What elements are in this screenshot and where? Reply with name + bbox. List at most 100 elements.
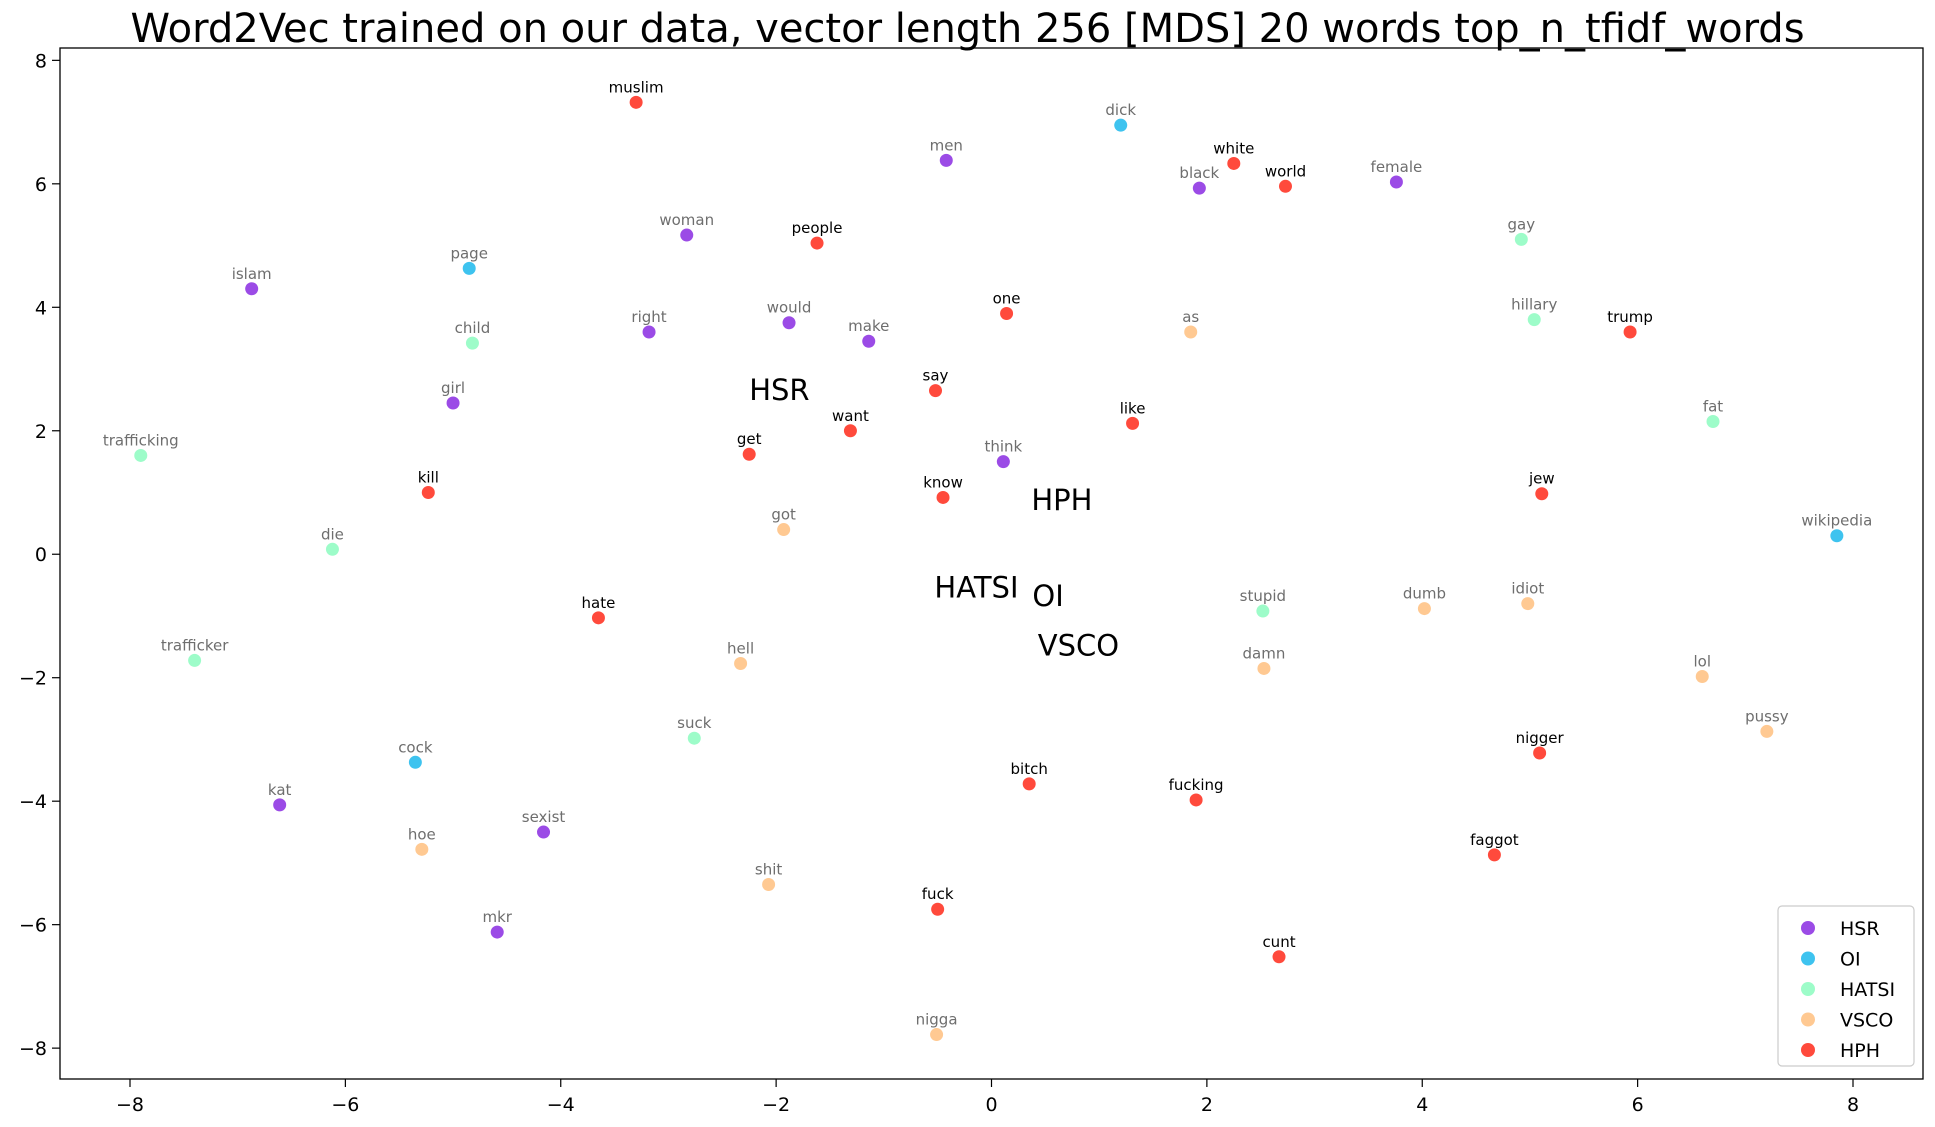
data-point — [1760, 724, 1774, 738]
data-point — [537, 825, 551, 839]
point-label: girl — [441, 379, 465, 397]
point-label: hillary — [1511, 296, 1557, 314]
data-point — [1189, 793, 1203, 807]
point-label: muslim — [609, 78, 664, 96]
point-label: female — [1371, 158, 1423, 176]
data-point — [936, 490, 950, 504]
data-point — [134, 448, 148, 462]
data-point — [629, 95, 643, 109]
point-label: hell — [727, 640, 754, 658]
y-tick-label: 6 — [35, 174, 47, 196]
point-label: sexist — [522, 808, 566, 826]
data-point — [1184, 325, 1198, 339]
data-point — [245, 282, 259, 296]
point-label: idiot — [1511, 580, 1544, 598]
x-tick-label: 8 — [1847, 1094, 1859, 1116]
data-point — [1706, 415, 1720, 429]
data-point — [929, 384, 943, 398]
point-label: men — [930, 136, 963, 154]
point-label: bitch — [1011, 760, 1048, 778]
point-label: suck — [677, 714, 712, 732]
y-tick-label: −2 — [19, 668, 47, 690]
point-label: fuck — [922, 885, 954, 903]
point-label: black — [1179, 164, 1219, 182]
data-point — [415, 842, 429, 856]
data-point — [939, 153, 953, 167]
point-label: would — [767, 299, 812, 317]
point-label: hate — [582, 594, 616, 612]
y-tick-label: 0 — [35, 544, 47, 566]
point-label: one — [993, 289, 1021, 307]
group-annotation: HATSI — [934, 570, 1018, 604]
point-label: make — [848, 317, 889, 335]
point-label: white — [1213, 139, 1254, 157]
legend-marker — [1801, 951, 1815, 966]
data-point — [1830, 529, 1844, 543]
point-label: like — [1120, 399, 1146, 417]
y-tick-label: −8 — [19, 1038, 47, 1060]
point-label: lol — [1693, 652, 1711, 670]
data-point — [421, 486, 435, 500]
legend-label: OI — [1840, 949, 1861, 971]
data-point — [1417, 602, 1431, 616]
data-point — [762, 878, 776, 892]
data-point — [490, 925, 504, 939]
data-point — [188, 653, 202, 667]
x-tick-label: 4 — [1416, 1094, 1428, 1116]
point-label: world — [1265, 162, 1306, 180]
point-label: woman — [659, 211, 714, 229]
point-label: kill — [418, 469, 439, 487]
data-point — [1695, 669, 1709, 683]
point-label: as — [1182, 308, 1199, 326]
data-point — [1192, 181, 1206, 195]
data-point — [408, 755, 422, 769]
data-point — [810, 236, 824, 250]
point-label: fat — [1703, 398, 1723, 416]
point-label: kat — [268, 781, 292, 799]
data-point — [1533, 746, 1547, 760]
data-point — [1257, 661, 1271, 675]
y-tick-label: −4 — [19, 791, 47, 813]
data-point — [1114, 118, 1128, 132]
point-label: nigger — [1516, 729, 1565, 747]
point-label: know — [923, 473, 963, 491]
group-annotation: VSCO — [1038, 628, 1119, 662]
point-label: child — [455, 319, 491, 337]
legend-marker — [1801, 1012, 1815, 1027]
point-label: damn — [1243, 644, 1286, 662]
point-label: pussy — [1745, 707, 1789, 725]
point-label: trafficking — [103, 431, 179, 449]
data-point — [734, 657, 748, 671]
data-point — [931, 902, 945, 916]
point-label: trump — [1607, 308, 1653, 326]
point-label: die — [321, 525, 344, 543]
point-label: stupid — [1240, 587, 1286, 605]
point-label: cock — [398, 738, 433, 756]
point-label: jew — [1528, 470, 1555, 488]
data-point — [680, 228, 694, 242]
data-point — [1227, 156, 1241, 170]
data-point — [1535, 487, 1549, 501]
group-annotation: HPH — [1031, 483, 1092, 517]
data-point — [1487, 848, 1501, 862]
data-point — [687, 731, 701, 745]
point-label: page — [450, 244, 487, 262]
point-label: faggot — [1470, 831, 1519, 849]
x-tick-label: 2 — [1201, 1094, 1213, 1116]
data-point — [591, 611, 605, 625]
data-point — [996, 455, 1010, 469]
legend-label: HATSI — [1840, 979, 1895, 1001]
x-tick-label: −6 — [331, 1094, 359, 1116]
x-tick-label: −2 — [762, 1094, 790, 1116]
data-point — [1126, 416, 1140, 430]
point-label: islam — [232, 265, 272, 283]
data-point — [1623, 325, 1637, 339]
point-label: trafficker — [161, 636, 229, 654]
data-point — [462, 261, 476, 275]
data-point — [782, 316, 796, 330]
data-point — [1022, 777, 1036, 791]
data-point — [1272, 950, 1286, 964]
legend-marker — [1801, 982, 1815, 996]
point-label: shit — [755, 861, 782, 879]
legend-marker — [1801, 1043, 1815, 1057]
